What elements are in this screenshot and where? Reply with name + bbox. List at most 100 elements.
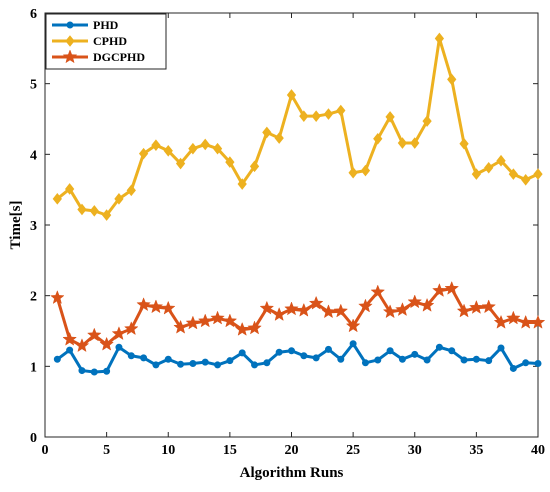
data-point bbox=[435, 343, 443, 351]
x-tick-label: 20 bbox=[285, 443, 299, 458]
data-point bbox=[286, 89, 297, 101]
data-point bbox=[345, 318, 361, 333]
data-point bbox=[127, 352, 135, 360]
data-point bbox=[152, 361, 160, 369]
data-point bbox=[65, 183, 75, 195]
data-point bbox=[201, 358, 209, 366]
data-point bbox=[226, 357, 234, 365]
data-point bbox=[518, 314, 533, 329]
data-point bbox=[395, 302, 410, 317]
data-point bbox=[62, 331, 77, 346]
data-point bbox=[89, 205, 99, 217]
data-point bbox=[188, 142, 198, 155]
data-point bbox=[509, 364, 517, 372]
data-point bbox=[521, 173, 531, 186]
series-line bbox=[56, 36, 539, 217]
data-point bbox=[114, 193, 124, 205]
data-point bbox=[101, 209, 112, 221]
legend-marker bbox=[66, 21, 74, 29]
data-point bbox=[86, 327, 102, 342]
data-point bbox=[496, 154, 506, 167]
data-point bbox=[140, 354, 148, 362]
data-point bbox=[238, 349, 246, 357]
legend-entry: PHD bbox=[52, 18, 119, 32]
data-point bbox=[374, 356, 382, 364]
legend-marker bbox=[62, 49, 78, 64]
data-point bbox=[138, 147, 149, 160]
data-point bbox=[411, 350, 419, 358]
data-point bbox=[448, 347, 456, 355]
data-point bbox=[407, 294, 423, 309]
data-point bbox=[210, 310, 225, 325]
data-point bbox=[533, 168, 543, 180]
legend-entry: CPHD bbox=[52, 34, 127, 48]
data-point bbox=[299, 110, 309, 122]
x-tick-label: 5 bbox=[103, 443, 110, 458]
data-point bbox=[115, 343, 123, 351]
data-point bbox=[419, 297, 435, 312]
data-point bbox=[373, 132, 383, 145]
legend: PHD CPHD DGCPHD bbox=[45, 13, 167, 70]
data-point bbox=[271, 307, 287, 321]
data-point bbox=[163, 144, 173, 157]
data-point bbox=[447, 73, 457, 86]
data-point bbox=[126, 184, 136, 197]
data-point bbox=[370, 284, 386, 299]
data-point bbox=[160, 300, 176, 315]
data-point bbox=[534, 360, 542, 368]
plot-frame bbox=[44, 12, 539, 438]
data-point bbox=[530, 314, 546, 329]
data-point bbox=[472, 355, 480, 363]
series-line bbox=[55, 287, 538, 348]
y-tick-label: 4 bbox=[30, 148, 37, 163]
data-point bbox=[312, 354, 320, 362]
data-point bbox=[337, 355, 345, 363]
data-point bbox=[77, 203, 87, 216]
data-point bbox=[508, 168, 518, 180]
data-point bbox=[90, 368, 98, 376]
data-point bbox=[247, 320, 262, 335]
data-point bbox=[444, 280, 460, 295]
x-tick-label: 30 bbox=[408, 443, 422, 458]
series-dgcphd bbox=[50, 280, 546, 353]
data-point bbox=[237, 178, 247, 190]
data-point bbox=[469, 299, 484, 314]
data-point bbox=[386, 347, 394, 355]
data-point bbox=[410, 137, 420, 149]
data-point bbox=[385, 111, 395, 123]
data-point bbox=[481, 299, 497, 314]
data-point bbox=[189, 360, 197, 368]
data-point bbox=[99, 336, 114, 351]
data-point bbox=[53, 355, 61, 363]
data-point bbox=[111, 326, 127, 341]
data-point bbox=[506, 310, 521, 325]
data-point bbox=[460, 356, 468, 364]
data-point bbox=[471, 168, 482, 180]
data-point bbox=[397, 137, 408, 149]
data-point bbox=[234, 321, 250, 336]
data-point bbox=[78, 367, 86, 375]
data-point bbox=[288, 347, 295, 355]
data-point bbox=[522, 359, 530, 367]
data-point bbox=[321, 304, 336, 319]
y-tick-label: 2 bbox=[30, 290, 37, 305]
data-point bbox=[185, 315, 201, 330]
legend-entry: DGCPHD bbox=[52, 49, 145, 64]
data-point bbox=[74, 338, 90, 353]
data-point bbox=[361, 359, 369, 367]
data-point bbox=[212, 142, 223, 155]
data-point bbox=[456, 303, 472, 318]
data-point bbox=[485, 357, 493, 365]
data-point bbox=[151, 139, 161, 151]
data-point bbox=[348, 166, 358, 179]
legend-label: DGCPHD bbox=[93, 50, 145, 64]
data-point bbox=[432, 283, 447, 297]
y-tick-label: 5 bbox=[30, 78, 37, 93]
data-point bbox=[333, 303, 349, 318]
data-point bbox=[423, 356, 431, 364]
data-point bbox=[308, 295, 324, 310]
x-tick-label: 10 bbox=[161, 443, 175, 458]
y-tick-label: 0 bbox=[30, 431, 37, 446]
data-point bbox=[262, 126, 272, 139]
data-point bbox=[225, 156, 235, 168]
